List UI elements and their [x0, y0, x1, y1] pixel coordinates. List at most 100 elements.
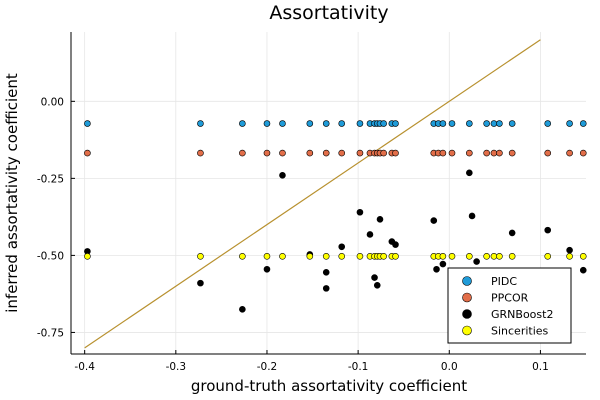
point-sincerities-3 — [263, 253, 271, 260]
point-ppcor-18 — [439, 149, 447, 157]
point-pidc-0 — [84, 120, 91, 127]
point-sincerities-4 — [279, 253, 286, 260]
point-ppcor-19 — [448, 149, 456, 157]
point-grnboost2-17 — [433, 265, 440, 273]
chart-title: Assortativity — [269, 2, 388, 24]
legend-label-ppcor: PPCOR — [491, 292, 529, 305]
point-pidc-1 — [197, 120, 204, 127]
x-axis-label: ground-truth assortativity coefficient — [191, 377, 467, 395]
x-tick-label-0: -0.4 — [74, 361, 95, 373]
point-grnboost2-24 — [544, 226, 552, 234]
point-sincerities-22 — [490, 253, 498, 260]
point-pidc-13 — [380, 120, 387, 127]
point-grnboost2-12 — [373, 281, 381, 289]
point-sincerities-24 — [508, 253, 516, 260]
point-pidc-6 — [322, 120, 330, 127]
series-ppcor — [84, 149, 587, 157]
point-ppcor-1 — [197, 149, 204, 157]
point-grnboost2-8 — [338, 243, 346, 251]
point-pidc-25 — [544, 120, 552, 127]
point-pidc-3 — [263, 120, 271, 127]
point-pidc-19 — [448, 120, 456, 127]
y-tick-label-0: 0.00 — [41, 96, 64, 108]
point-ppcor-13 — [380, 149, 387, 157]
x-tick-labels: -0.4 -0.3 -0.2 -0.1 0.0 0.1 — [74, 361, 548, 373]
x-tick-label-4: 0.0 — [441, 361, 458, 373]
legend-marker-pidc — [462, 276, 472, 286]
y-tick-label-2: -0.50 — [37, 250, 64, 262]
point-grnboost2-26 — [579, 266, 587, 274]
series-grnboost2 — [84, 169, 587, 313]
point-ppcor-27 — [579, 149, 587, 157]
legend-marker-ppcor — [462, 292, 472, 303]
point-grnboost2-16 — [430, 217, 438, 224]
legend-marker-grnboost2 — [462, 309, 472, 319]
identity-reference-line — [84, 39, 541, 349]
point-grnboost2-11 — [371, 274, 378, 281]
point-ppcor-6 — [322, 149, 330, 157]
point-sincerities-18 — [439, 253, 447, 260]
point-ppcor-3 — [263, 149, 271, 157]
series-pidc — [84, 120, 587, 127]
point-sincerities-26 — [566, 253, 573, 260]
point-grnboost2-7 — [322, 285, 330, 292]
point-ppcor-25 — [544, 149, 552, 157]
point-pidc-7 — [338, 120, 346, 127]
point-ppcor-2 — [239, 149, 246, 157]
point-pidc-15 — [392, 120, 399, 127]
point-grnboost2-1 — [197, 279, 204, 287]
legend-label-pidc: PIDC — [491, 275, 517, 288]
y-tick-labels: 0.00 -0.25 -0.50 -0.75 — [37, 96, 64, 339]
point-pidc-23 — [496, 120, 503, 127]
point-grnboost2-3 — [263, 265, 271, 273]
point-sincerities-6 — [322, 253, 330, 260]
point-pidc-22 — [490, 120, 498, 127]
point-ppcor-5 — [306, 149, 314, 157]
point-grnboost2-6 — [322, 269, 330, 276]
x-tick-label-1: -0.3 — [166, 361, 187, 373]
point-pidc-8 — [356, 120, 364, 127]
point-sincerities-20 — [466, 253, 473, 260]
axes — [70, 32, 586, 355]
x-tick-label-2: -0.2 — [257, 361, 278, 373]
point-ppcor-4 — [279, 149, 286, 157]
point-sincerities-8 — [356, 253, 364, 260]
point-grnboost2-2 — [239, 306, 246, 313]
point-ppcor-22 — [490, 149, 498, 157]
point-grnboost2-22 — [473, 258, 480, 265]
point-grnboost2-9 — [356, 208, 364, 216]
point-pidc-5 — [306, 120, 314, 127]
point-sincerities-13 — [380, 253, 387, 260]
point-pidc-20 — [466, 120, 473, 127]
point-ppcor-15 — [392, 149, 399, 157]
point-sincerities-2 — [239, 253, 246, 260]
reference-line-group — [84, 39, 541, 349]
point-grnboost2-13 — [376, 216, 384, 223]
point-pidc-2 — [239, 120, 246, 127]
y-tick-label-3: -0.75 — [37, 327, 64, 339]
point-sincerities-19 — [448, 253, 456, 260]
point-pidc-18 — [439, 120, 447, 127]
point-grnboost2-15 — [392, 241, 399, 248]
point-sincerities-15 — [392, 253, 399, 260]
x-tick-label-5: 0.1 — [532, 361, 549, 373]
point-grnboost2-20 — [466, 169, 473, 177]
x-tick-label-3: -0.1 — [348, 361, 369, 373]
point-ppcor-23 — [496, 149, 503, 157]
point-sincerities-5 — [306, 253, 314, 260]
legend-label-grnboost2: GRNBoost2 — [491, 308, 553, 321]
y-tick-label-1: -0.25 — [37, 173, 64, 185]
point-ppcor-20 — [466, 149, 473, 157]
point-grnboost2-10 — [366, 231, 374, 238]
point-sincerities-1 — [197, 253, 204, 260]
point-ppcor-21 — [483, 149, 490, 157]
point-sincerities-7 — [338, 253, 346, 260]
legend-label-sincerities: Sincerities — [491, 325, 549, 338]
point-grnboost2-18 — [439, 260, 447, 268]
point-ppcor-7 — [338, 149, 346, 157]
data-points — [84, 120, 587, 313]
point-grnboost2-25 — [566, 246, 573, 254]
point-pidc-27 — [579, 120, 587, 127]
point-ppcor-0 — [84, 149, 91, 157]
